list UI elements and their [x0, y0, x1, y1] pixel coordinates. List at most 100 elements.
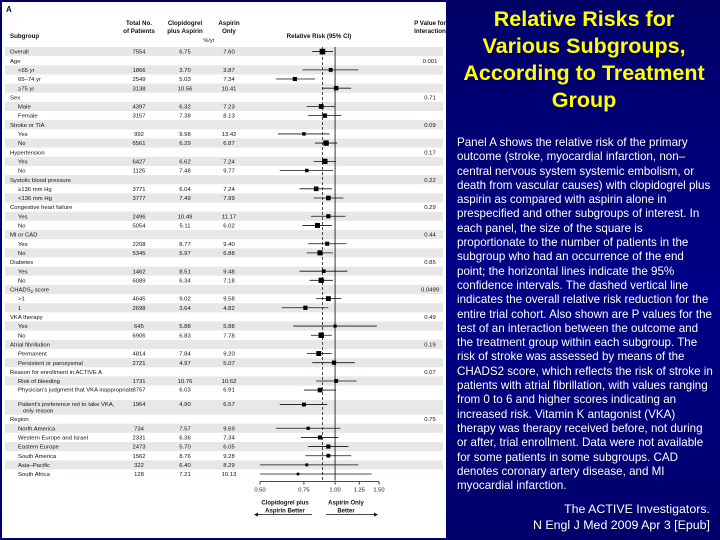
clopidogrel-rate: 6.83 [179, 333, 191, 339]
point-estimate-square [301, 402, 306, 407]
p-value: 0.001 [423, 59, 438, 65]
arrow-right-icon [374, 512, 378, 517]
point-estimate-square [323, 140, 329, 146]
subgroup-label: South America [18, 454, 57, 460]
row-shade [5, 400, 443, 415]
row-shade [5, 266, 443, 276]
point-estimate-square [322, 158, 328, 165]
clopidogrel-rate: 4.90 [179, 402, 191, 408]
subgroup-label: Yes [18, 214, 28, 220]
subgroup-label: Asia–Pacific [18, 463, 50, 469]
total-patients: 3138 [132, 86, 146, 92]
header-clopidogrel-line1: Clopidogrel [168, 20, 203, 27]
forest-plot-figure: A Subgroup Total No. of Patients Clopidogrel… [2, 2, 446, 538]
clopidogrel-rate: 6.62 [179, 159, 190, 165]
x-tick-label: 0.50 [254, 488, 265, 494]
total-patients: 992 [134, 132, 144, 138]
clopidogrel-rate: 7.84 [179, 352, 191, 358]
panel-label: A [6, 5, 12, 14]
subgroup-label: No [18, 278, 26, 284]
header-total-line2: of Patients [123, 28, 155, 35]
row-shade [5, 284, 443, 295]
total-patients: 4645 [132, 297, 146, 303]
point-estimate-square [313, 186, 319, 192]
point-estimate-square [317, 435, 323, 440]
subgroup-heading: Overall [10, 50, 29, 56]
p-value: 0.29 [424, 205, 435, 211]
point-estimate-square [322, 113, 328, 118]
row-shade [5, 211, 443, 221]
clopidogrel-rate: 6.29 [179, 141, 190, 147]
row-shade [5, 120, 443, 130]
clopidogrel-rate: 7.21 [179, 472, 190, 478]
subgroup-label-cont: only reason [23, 409, 53, 415]
p-value: 0.71 [424, 95, 435, 101]
p-value: 0.75 [424, 417, 436, 423]
clopidogrel-rate: 5.88 [179, 324, 191, 330]
aspirin-rate: 9.69 [223, 426, 234, 432]
aspirin-rate: 8.13 [223, 114, 235, 120]
total-patients: 645 [134, 324, 145, 330]
point-estimate-square [305, 463, 309, 467]
row-shade [5, 460, 443, 470]
p-value: 0.0499 [421, 288, 439, 294]
slide-title: Relative Risks for Various Subgroups, Ac… [463, 7, 705, 112]
total-patients: 4397 [132, 105, 145, 111]
header-relative-risk: Relative Risk (95% CI) [287, 33, 352, 40]
subgroup-label: <65 yr [18, 68, 35, 74]
favors-aspirin-label-1: Aspirin Only [328, 501, 364, 507]
aspirin-rate: 5.88 [223, 324, 235, 330]
aspirin-rate: 7.60 [223, 50, 235, 56]
clopidogrel-rate: 9.98 [179, 132, 191, 138]
point-estimate-square [305, 168, 309, 173]
p-value: 0.22 [424, 178, 435, 184]
header-p-line2: Interaction [414, 28, 446, 35]
point-estimate-square [334, 379, 339, 383]
header-total-line1: Total No. [126, 20, 152, 27]
point-estimate-square [333, 85, 339, 91]
aspirin-rate: 11.17 [222, 214, 236, 220]
aspirin-rate: 10.13 [222, 472, 237, 478]
clopidogrel-rate: 10.49 [178, 214, 193, 220]
total-patients: 2496 [132, 214, 146, 220]
header-aspirin-line2: Only [222, 28, 236, 35]
subgroup-heading: Region [10, 417, 29, 423]
total-patients: 3757 [132, 388, 145, 394]
point-estimate-square [333, 324, 337, 328]
aspirin-rate: 9.28 [223, 454, 235, 460]
point-estimate-square [319, 48, 326, 55]
subgroup-label: No [18, 251, 26, 257]
point-estimate-square [317, 387, 323, 393]
total-patients: 4814 [132, 352, 146, 358]
clopidogrel-rate: 5.70 [179, 445, 191, 451]
header-rate-unit: %/yr [203, 38, 214, 44]
total-patients: 1462 [132, 269, 145, 275]
row-shade [5, 47, 443, 57]
aspirin-rate: 7.34 [223, 77, 235, 83]
total-patients: 2698 [132, 306, 146, 312]
aspirin-rate: 10.41 [222, 86, 237, 92]
point-estimate-square [325, 241, 330, 246]
clopidogrel-rate: 5.03 [179, 77, 191, 83]
row-shade [5, 248, 443, 258]
aspirin-rate: 9.48 [223, 269, 235, 275]
total-patients: 2208 [132, 242, 146, 248]
subgroup-heading: Atrial fibrillation [10, 342, 50, 348]
clopidogrel-rate: 8.51 [179, 269, 190, 275]
aspirin-rate: 9.20 [223, 352, 235, 358]
total-patients: 3777 [132, 196, 145, 202]
subgroup-label: 65–74 yr [18, 77, 41, 83]
total-patients: 1731 [132, 379, 145, 385]
favors-clopidogrel-label-1: Clopidogrel plus [261, 501, 309, 507]
clopidogrel-rate: 6.34 [179, 278, 191, 284]
aspirin-rate: 6.91 [223, 388, 234, 394]
subgroup-heading: Stroke or TIA [10, 123, 45, 129]
subgroup-heading: Age [10, 59, 21, 65]
clopidogrel-rate: 5.97 [179, 251, 190, 257]
point-estimate-square [318, 277, 324, 283]
subgroup-label: No [18, 169, 26, 175]
point-estimate-square [326, 195, 331, 201]
total-patients: 1125 [133, 169, 146, 175]
row-shade [5, 358, 443, 368]
